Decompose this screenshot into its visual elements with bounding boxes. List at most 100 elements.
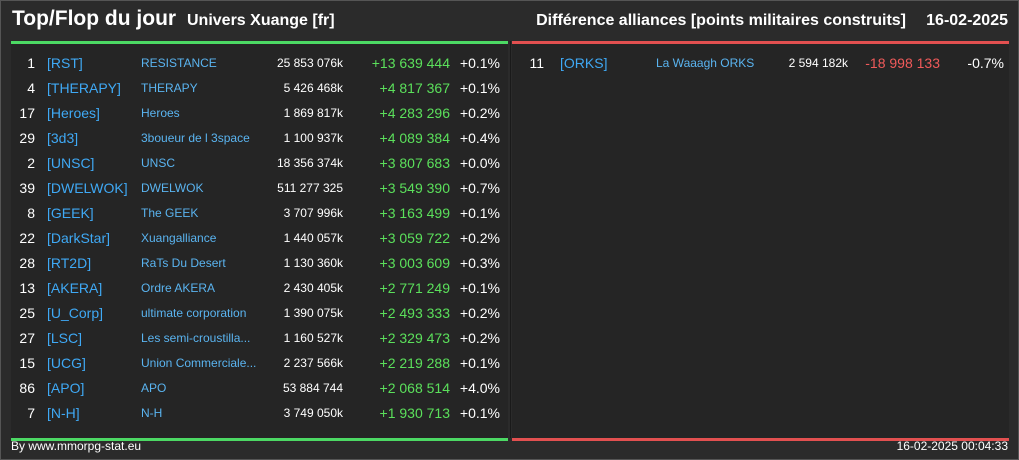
alliance-rank: 29 xyxy=(19,130,35,146)
top-row: 8 [GEEK] The GEEK 3 707 996k +3 163 499 +0.1% xyxy=(11,201,508,226)
alliance-name-link[interactable]: Ordre AKERA xyxy=(141,281,216,295)
alliance-name-link[interactable]: 3boueur de l 3space xyxy=(141,131,250,145)
footer-credit: By www.mmorpg-stat.eu xyxy=(11,439,142,453)
points-difference: +2 771 249 xyxy=(379,280,450,296)
top-row: 4 [THERAPY] THERAPY 5 426 468k +4 817 367 +0.… xyxy=(11,76,508,101)
alliance-tag-link[interactable]: [AKERA] xyxy=(47,280,103,296)
alliance-tag-link[interactable]: [3d3] xyxy=(47,130,79,146)
alliance-name-link[interactable]: APO xyxy=(141,381,167,395)
points-difference: +3 163 499 xyxy=(379,205,450,221)
points-difference: +3 059 722 xyxy=(379,230,450,246)
alliance-name-link[interactable]: RESISTANCE xyxy=(141,56,217,70)
points-difference: -18 998 133 xyxy=(865,55,940,71)
alliance-rank: 86 xyxy=(19,380,35,396)
alliance-tag-link[interactable]: [UNSC] xyxy=(47,155,95,171)
top-row: 17 [Heroes] Heroes 1 869 817k +4 283 296 +0.2… xyxy=(11,101,508,126)
percent-change: +0.7% xyxy=(459,180,500,196)
alliance-points: 3 749 050k xyxy=(283,406,343,420)
alliance-rank: 13 xyxy=(19,280,35,296)
points-difference: +2 329 473 xyxy=(379,330,450,346)
top-row: 1 [RST] RESISTANCE 25 853 076k +13 639 444 +0… xyxy=(11,51,508,76)
panel-divider xyxy=(510,41,511,438)
alliance-name-link[interactable]: N-H xyxy=(141,406,163,420)
alliance-points: 1 160 527k xyxy=(283,331,343,345)
alliance-name-link[interactable]: The GEEK xyxy=(141,206,199,220)
flop-panel-bottom-bar xyxy=(512,438,1009,441)
top-row: 86 [APO] APO 53 884 744 +2 068 514 +4.0% xyxy=(11,376,508,401)
alliance-name-link[interactable]: Heroes xyxy=(141,106,180,120)
top-row: 25 [U_Corp] ultimate corporation 1 390 075k… xyxy=(11,301,508,326)
alliance-tag-link[interactable]: [APO] xyxy=(47,380,85,396)
percent-change: +0.1% xyxy=(459,405,500,421)
alliance-points: 2 430 405k xyxy=(283,281,343,295)
top-panel-bottom-bar xyxy=(11,438,508,441)
alliance-name-link[interactable]: Xuangalliance xyxy=(141,231,217,245)
alliance-name-link[interactable]: La Waaagh ORKS xyxy=(656,56,755,70)
top-row: 22 [DarkStar] Xuangalliance 1 440 057k +3 05… xyxy=(11,226,508,251)
percent-change: +0.2% xyxy=(459,305,500,321)
alliance-tag-link[interactable]: [LSC] xyxy=(47,330,83,346)
alliance-tag-link[interactable]: [ORKS] xyxy=(560,55,608,71)
alliance-tag-link[interactable]: [Heroes] xyxy=(47,105,100,121)
page-subtitle: Différence alliances [points militaires … xyxy=(536,12,906,29)
alliance-tag-link[interactable]: [U_Corp] xyxy=(47,305,104,321)
top-row: 39 [DWELWOK] DWELWOK 511 277 325 +3 549 390 +… xyxy=(11,176,508,201)
percent-change: +4.0% xyxy=(459,380,500,396)
top-losers-panel: 11 [ORKS] La Waaagh ORKS 2 594 182k -18 998 … xyxy=(512,41,1009,441)
top-row: 13 [AKERA] Ordre AKERA 2 430 405k +2 771 249… xyxy=(11,276,508,301)
alliance-name-link[interactable]: RaTs Du Desert xyxy=(141,256,226,270)
alliance-tag-link[interactable]: [RST] xyxy=(47,55,83,71)
alliance-points: 18 356 374k xyxy=(276,156,343,170)
alliance-rank: 39 xyxy=(19,180,35,196)
alliance-tag-link[interactable]: [THERAPY] xyxy=(47,80,121,96)
alliance-points: 3 707 996k xyxy=(283,206,343,220)
header-date: 16-02-2025 xyxy=(926,12,1008,29)
alliance-tag-link[interactable]: [DarkStar] xyxy=(47,230,111,246)
alliance-points: 2 237 566k xyxy=(283,356,343,370)
universe-label: Univers Xuange [fr] xyxy=(187,12,335,29)
alliance-points: 2 594 182k xyxy=(788,56,848,70)
alliance-name-link[interactable]: Les semi-croustilla... xyxy=(141,331,251,345)
alliance-tag-link[interactable]: [DWELWOK] xyxy=(47,180,128,196)
alliance-name-link[interactable]: DWELWOK xyxy=(141,181,204,195)
percent-change: +0.2% xyxy=(459,230,500,246)
header: Top/Flop du jour Univers Xuange [fr] Dif… xyxy=(1,1,1018,41)
top-row: 7 [N-H] N-H 3 749 050k +1 930 713 +0.1% xyxy=(11,401,508,426)
percent-change: +0.1% xyxy=(459,205,500,221)
points-difference: +2 219 288 xyxy=(379,355,450,371)
percent-change: +0.1% xyxy=(459,80,500,96)
top-row: 2 [UNSC] UNSC 18 356 374k +3 807 683 +0.0% xyxy=(11,151,508,176)
page-title: Top/Flop du jour xyxy=(12,7,177,30)
top-row: 29 [3d3] 3boueur de l 3space 1 100 937k +4 0… xyxy=(11,126,508,151)
alliance-points: 5 426 468k xyxy=(283,81,343,95)
alliance-rank: 25 xyxy=(19,305,35,321)
alliance-rank: 11 xyxy=(529,55,544,71)
percent-change: +0.1% xyxy=(459,280,500,296)
top-row: 28 [RT2D] RaTs Du Desert 1 130 360k +3 003 6… xyxy=(11,251,508,276)
alliance-points: 1 440 057k xyxy=(283,231,343,245)
alliance-rank: 4 xyxy=(27,80,35,96)
alliance-name-link[interactable]: UNSC xyxy=(141,156,176,170)
alliance-points: 511 277 325 xyxy=(277,181,343,195)
points-difference: +3 003 609 xyxy=(379,255,450,271)
percent-change: +0.1% xyxy=(459,355,500,371)
alliance-name-link[interactable]: Union Commerciale... xyxy=(141,356,257,370)
alliance-rank: 1 xyxy=(27,55,35,71)
alliance-points: 1 130 360k xyxy=(283,256,343,270)
alliance-rank: 17 xyxy=(19,105,35,121)
points-difference: +4 283 296 xyxy=(379,105,450,121)
points-difference: +13 639 444 xyxy=(371,55,450,71)
alliance-points: 1 869 817k xyxy=(283,106,343,120)
alliance-rank: 27 xyxy=(19,330,35,346)
alliance-tag-link[interactable]: [UCG] xyxy=(47,355,86,371)
alliance-tag-link[interactable]: [GEEK] xyxy=(47,205,94,221)
alliance-points: 25 853 076k xyxy=(276,56,343,70)
alliance-tag-link[interactable]: [N-H] xyxy=(47,405,80,421)
alliance-name-link[interactable]: THERAPY xyxy=(141,81,198,95)
points-difference: +4 089 384 xyxy=(379,130,450,146)
alliance-name-link[interactable]: ultimate corporation xyxy=(141,306,247,320)
alliance-rank: 8 xyxy=(27,205,35,221)
footer-timestamp: 16-02-2025 00:04:33 xyxy=(896,439,1008,453)
alliance-tag-link[interactable]: [RT2D] xyxy=(47,255,92,271)
